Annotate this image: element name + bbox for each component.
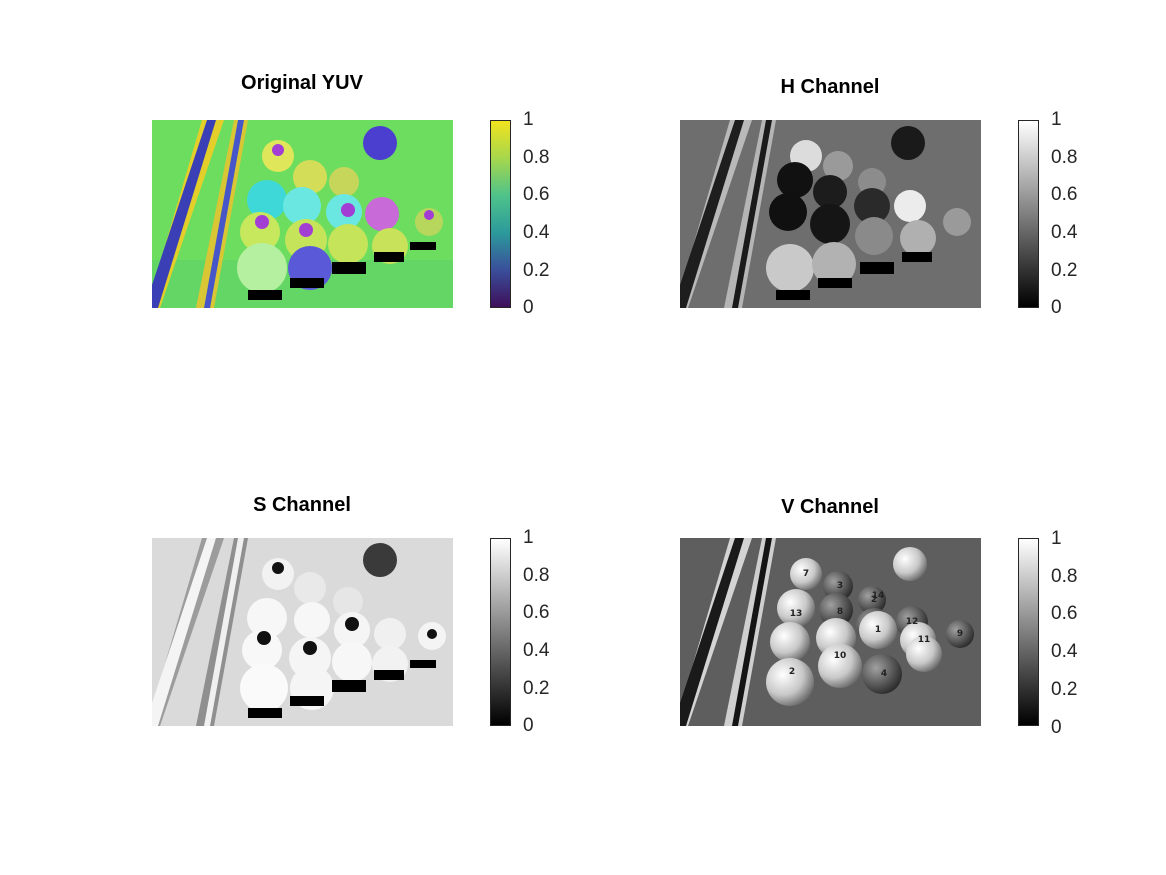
ball-number: 2 [789, 667, 795, 677]
tick-label: 0.8 [523, 147, 550, 168]
ball-number-labels: 7 3 2 14 13 1 10 11 9 12 4 2 8 [789, 569, 963, 679]
tick-label: 1 [1051, 528, 1062, 549]
panel-title: S Channel [253, 494, 351, 516]
panel-title: Original YUV [241, 72, 363, 94]
tick-label: 0.6 [523, 602, 550, 623]
ball-number: 3 [837, 581, 843, 591]
ball-number: 9 [957, 629, 963, 639]
tick-label: 0 [1051, 297, 1062, 318]
image-v-channel: 7 3 2 14 13 1 10 11 9 12 4 2 8 [680, 538, 981, 726]
ball-number: 7 [803, 569, 809, 579]
tick-label: 0.6 [1051, 603, 1078, 624]
tick-label: 0.4 [1051, 641, 1078, 662]
tick-label: 0.4 [523, 222, 550, 243]
ball-number: 11 [918, 635, 931, 645]
tick-label: 0.4 [523, 640, 550, 661]
image-original-yuv [152, 120, 453, 308]
tick-label: 0 [523, 715, 534, 736]
tick-label: 0.2 [523, 678, 550, 699]
tick-label: 1 [523, 527, 534, 548]
tick-label: 1 [523, 109, 534, 130]
ball-number: 2 [871, 595, 877, 605]
tick-label: 0.2 [523, 260, 550, 281]
tick-label: 0.8 [523, 565, 550, 586]
panel-title: H Channel [780, 76, 880, 98]
ball-number: 8 [837, 607, 843, 617]
tick-label: 0.6 [523, 184, 550, 205]
tick-label: 1 [1051, 109, 1062, 130]
panel-title: V Channel [781, 496, 879, 518]
tick-label: 0.8 [1051, 147, 1078, 168]
ball-number: 4 [881, 669, 887, 679]
ball-number: 14 [872, 591, 885, 601]
tick-label: 0.6 [1051, 184, 1078, 205]
colorbar-s-channel [490, 538, 511, 726]
tick-label: 0.2 [1051, 679, 1078, 700]
ball-number: 13 [790, 609, 803, 619]
ball-number: 12 [906, 617, 919, 627]
image-s-channel [152, 538, 453, 726]
tick-label: 0 [523, 297, 534, 318]
colorbar-v-channel [1018, 538, 1039, 726]
ball-number: 10 [834, 651, 847, 661]
colorbar-original-yuv [490, 120, 511, 308]
tick-label: 0.4 [1051, 222, 1078, 243]
image-h-channel [680, 120, 981, 308]
ball-number: 1 [875, 625, 881, 635]
colorbar-h-channel [1018, 120, 1039, 308]
tick-label: 0.8 [1051, 566, 1078, 587]
tick-label: 0 [1051, 717, 1062, 738]
tick-label: 0.2 [1051, 260, 1078, 281]
